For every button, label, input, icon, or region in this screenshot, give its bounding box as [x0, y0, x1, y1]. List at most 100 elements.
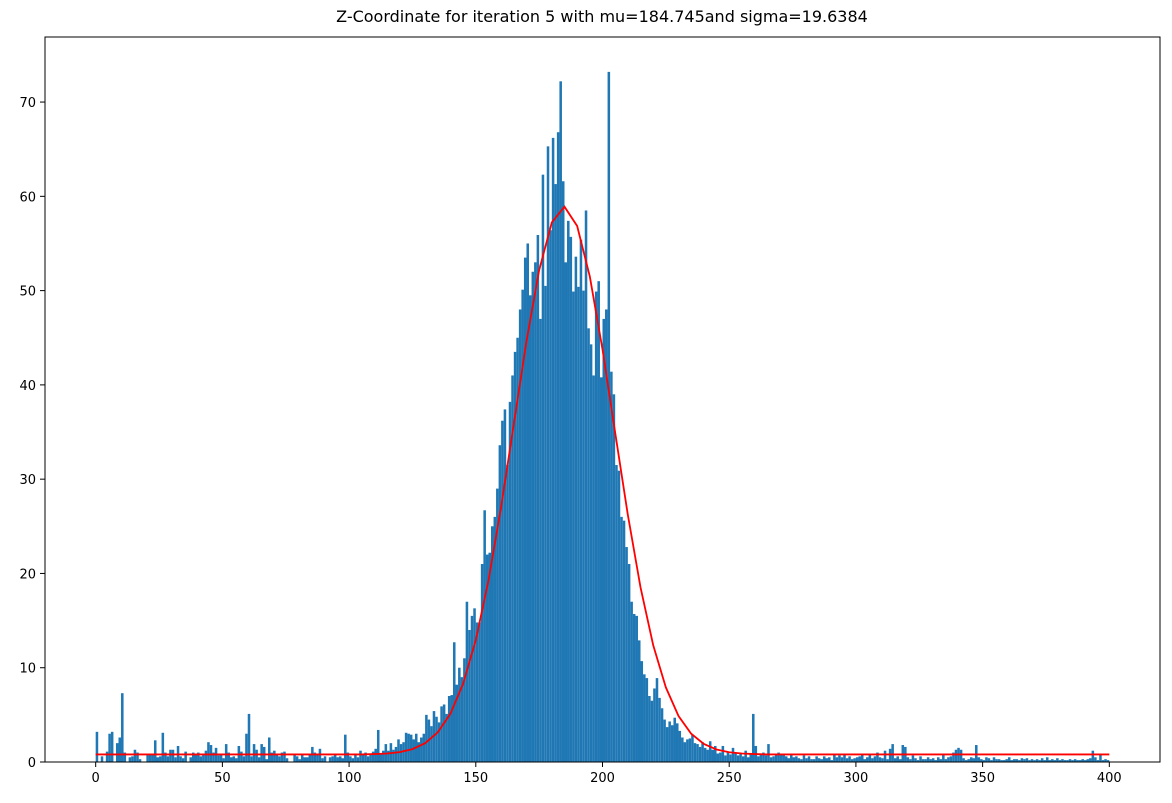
bar — [980, 759, 983, 762]
bar — [1040, 758, 1044, 762]
bar — [564, 262, 568, 762]
bar — [397, 739, 400, 762]
bar — [625, 547, 628, 762]
bar — [146, 754, 149, 762]
bar — [374, 748, 377, 762]
bar — [954, 749, 958, 762]
bar — [997, 759, 1001, 762]
bar — [833, 754, 836, 762]
bar — [817, 758, 821, 762]
bar — [579, 239, 583, 762]
bar — [752, 713, 755, 762]
bar — [1089, 758, 1092, 762]
bar — [1106, 760, 1110, 762]
bar — [295, 756, 299, 762]
bar — [354, 753, 357, 762]
bar — [848, 756, 851, 762]
bar — [774, 753, 778, 762]
bar — [734, 752, 737, 762]
bar — [838, 755, 841, 762]
bar — [703, 747, 707, 762]
bar — [698, 746, 702, 762]
bar — [227, 752, 230, 762]
bar — [1053, 760, 1057, 762]
bar — [1066, 760, 1069, 762]
bar — [736, 755, 740, 762]
bar — [1045, 757, 1049, 762]
bar — [110, 731, 114, 762]
bar — [445, 713, 448, 762]
bar — [473, 608, 476, 762]
bar — [422, 733, 426, 762]
bar — [430, 726, 433, 762]
bar — [387, 750, 390, 762]
bar — [131, 756, 134, 762]
bar — [478, 622, 481, 762]
bar — [313, 752, 317, 762]
bar — [648, 696, 651, 762]
bar — [620, 516, 623, 762]
bar — [554, 184, 557, 763]
bar — [455, 684, 459, 762]
bar — [721, 745, 725, 762]
bar — [336, 757, 339, 762]
bar — [366, 756, 370, 762]
bar — [658, 697, 661, 762]
bar — [567, 220, 570, 762]
bar — [1091, 750, 1095, 762]
bar — [876, 752, 879, 762]
bar — [602, 318, 606, 762]
bar — [1058, 760, 1062, 762]
bar — [344, 734, 347, 762]
bar — [359, 750, 362, 762]
bar — [990, 760, 993, 762]
bar — [275, 753, 279, 762]
x-tick-label: 50 — [214, 771, 231, 786]
bar — [871, 758, 874, 762]
bar — [204, 750, 208, 762]
bar — [696, 744, 699, 762]
bar — [853, 758, 856, 762]
bar — [630, 601, 633, 762]
bar — [830, 760, 834, 762]
y-tick-label: 20 — [19, 567, 36, 582]
bar — [1068, 759, 1072, 762]
bar — [599, 377, 603, 762]
bar — [1015, 759, 1019, 762]
bar — [138, 759, 142, 762]
bar — [460, 677, 464, 762]
bar — [148, 754, 152, 762]
bar — [531, 271, 535, 762]
bar — [784, 756, 788, 762]
bar — [280, 752, 284, 762]
bar — [959, 749, 963, 762]
bar — [404, 732, 408, 762]
bar — [975, 745, 978, 762]
bar — [323, 756, 327, 762]
bar — [863, 759, 867, 762]
bar — [622, 520, 626, 762]
bar — [458, 667, 461, 762]
bar — [409, 734, 413, 762]
bar — [757, 756, 760, 762]
bar — [369, 754, 372, 762]
bar — [582, 290, 585, 762]
bar — [944, 759, 948, 762]
bar — [229, 757, 233, 762]
bar — [1005, 759, 1008, 762]
bar — [298, 759, 301, 762]
bar — [947, 757, 950, 762]
bar — [822, 756, 826, 762]
bar — [207, 742, 210, 762]
bar — [273, 750, 276, 762]
bar — [749, 753, 753, 762]
bar — [171, 749, 175, 762]
bar — [1096, 760, 1100, 762]
bar — [247, 713, 251, 762]
bar — [417, 742, 421, 762]
bar — [516, 337, 519, 762]
bar — [759, 753, 763, 762]
bar — [437, 722, 441, 762]
bar — [392, 749, 395, 762]
